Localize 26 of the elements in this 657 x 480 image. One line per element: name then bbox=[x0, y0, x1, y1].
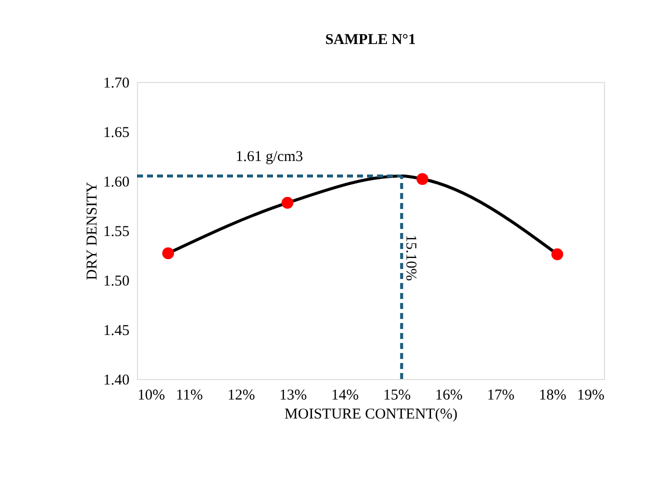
x-tick-label: 17% bbox=[486, 388, 514, 404]
x-tick-label: 19% bbox=[577, 388, 604, 404]
x-tick-label: 18% bbox=[538, 388, 566, 404]
x-tick-label: 12% bbox=[228, 388, 256, 404]
point bbox=[416, 173, 428, 185]
y-tick-label: 1.60 bbox=[103, 174, 130, 190]
x-tick-label: 10% bbox=[138, 388, 165, 404]
chart-title: SAMPLE N°1 bbox=[325, 32, 416, 48]
x-tick-label: 11% bbox=[176, 388, 203, 404]
y-tick-label: 1.45 bbox=[103, 323, 130, 339]
x-tick-label: 14% bbox=[331, 388, 359, 404]
ref-line-label: 1.61 g/cm3 bbox=[236, 149, 304, 166]
point bbox=[162, 247, 174, 260]
y-tick-label: 1.50 bbox=[103, 274, 130, 290]
x-tick-label: 13% bbox=[279, 388, 307, 404]
x-tick-label: 15% bbox=[383, 388, 411, 404]
ref-line-label: 15.10% bbox=[402, 234, 419, 281]
x-axis-title: MOISTURE CONTENT(%) bbox=[284, 406, 458, 422]
y-tick-label: 1.55 bbox=[103, 224, 130, 240]
point bbox=[551, 248, 564, 260]
y-tick-label: 1.65 bbox=[103, 125, 130, 141]
y-axis-title: DRY DENSITY bbox=[84, 182, 100, 280]
y-tick-label: 1.70 bbox=[103, 76, 130, 92]
x-tick-label: 16% bbox=[435, 388, 463, 404]
point bbox=[282, 196, 294, 209]
y-tick-label: 1.40 bbox=[103, 372, 130, 388]
